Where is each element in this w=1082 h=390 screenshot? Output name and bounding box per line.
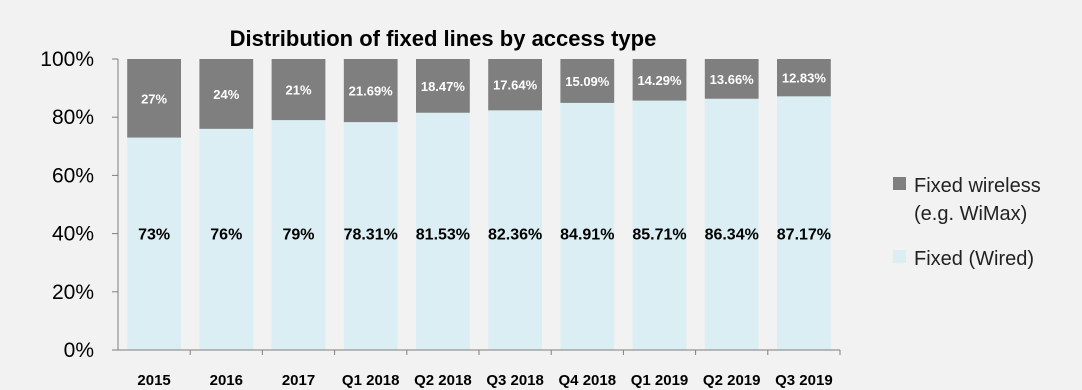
bar-fixed-wireless: [199, 59, 254, 129]
bar-fixed-wired: [488, 110, 542, 350]
data-label-wired: 87.17%: [777, 227, 831, 244]
legend-swatch: [893, 177, 906, 190]
x-tick-label: Q3 2018: [486, 372, 544, 389]
y-tick-label: 0%: [64, 339, 94, 362]
x-tick-label: 2017: [282, 372, 315, 389]
bar-fixed-wired: [704, 98, 759, 350]
bar-fixed-wired: [271, 120, 326, 350]
bars: 27% 73% 24% 76% 21% 79% 21.69% 78.31% 18.47% 81.5…: [127, 59, 831, 351]
x-tick-label: Q1 2019: [631, 372, 689, 389]
data-label-wireless: 21%: [285, 83, 311, 98]
y-tick-label: 60%: [52, 164, 94, 187]
x-tick-label: 2015: [137, 372, 170, 389]
bar-fixed-wired: [632, 100, 687, 351]
data-label-wireless: 14.29%: [637, 73, 682, 88]
legend-swatch: [893, 250, 906, 263]
bar-fixed-wireless: [560, 59, 615, 103]
x-tick-label: 2016: [210, 372, 243, 389]
data-label-wired: 76%: [210, 227, 242, 244]
x-tick-label: Q1 2018: [342, 372, 400, 389]
bar-fixed-wireless: [343, 59, 398, 123]
data-label-wireless: 15.09%: [565, 74, 610, 89]
y-tick-label: 20%: [52, 281, 94, 304]
legend-label: Fixed (Wired): [914, 248, 1034, 270]
data-label-wired: 81.53%: [416, 227, 470, 244]
data-label-wired: 79%: [282, 227, 314, 244]
y-axis: 0% 20% 40% 60% 80% 100%: [40, 48, 119, 362]
data-label-wired: 85.71%: [632, 227, 686, 244]
bar-fixed-wired: [199, 128, 254, 350]
chart-title: Distribution of fixed lines by access ty…: [230, 26, 657, 51]
y-tick-label: 80%: [52, 106, 94, 129]
data-label-wireless: 13.66%: [710, 72, 755, 87]
data-label-wired: 86.34%: [705, 227, 759, 244]
bar-fixed-wireless: [632, 59, 687, 101]
x-tick-label: Q3 2019: [775, 372, 833, 389]
y-tick-label: 40%: [52, 223, 94, 246]
bar-fixed-wireless: [127, 59, 181, 138]
bar-fixed-wired: [343, 122, 398, 351]
bar-fixed-wireless: [271, 59, 326, 121]
data-label-wireless: 24%: [213, 87, 239, 102]
bar-fixed-wireless: [704, 59, 759, 99]
legend: Fixed wireless (e.g. WiMax) Fixed (Wired): [893, 175, 1041, 270]
data-label-wired: 73%: [138, 227, 170, 244]
bar-fixed-wireless: [488, 59, 542, 111]
bar-fixed-wireless: [777, 59, 831, 97]
bar-fixed-wireless: [416, 59, 470, 113]
data-label-wireless: 18.47%: [421, 79, 466, 94]
data-label-wireless: 21.69%: [349, 84, 394, 99]
bar-fixed-wired: [560, 102, 615, 351]
x-tick-label: Q4 2018: [559, 372, 617, 389]
data-label-wireless: 12.83%: [782, 71, 827, 86]
x-tick-label: Q2 2019: [703, 372, 761, 389]
data-label-wired: 82.36%: [488, 227, 542, 244]
data-label-wireless: 17.64%: [493, 78, 538, 93]
data-label-wireless: 27%: [141, 91, 167, 106]
x-tick-label: Q2 2018: [414, 372, 472, 389]
bar-fixed-wired: [777, 96, 831, 350]
y-tick-label: 100%: [40, 48, 94, 71]
data-label-wired: 78.31%: [344, 227, 398, 244]
bar-fixed-wired: [416, 112, 470, 350]
legend-label: Fixed wireless: [914, 175, 1041, 197]
x-axis: 2015 2016 2017 Q1 2018 Q2 2018 Q3 2018 Q4 2018…: [118, 349, 841, 389]
legend-label: (e.g. WiMax): [914, 203, 1027, 225]
data-label-wired: 84.91%: [560, 227, 614, 244]
bar-fixed-wired: [127, 137, 181, 350]
